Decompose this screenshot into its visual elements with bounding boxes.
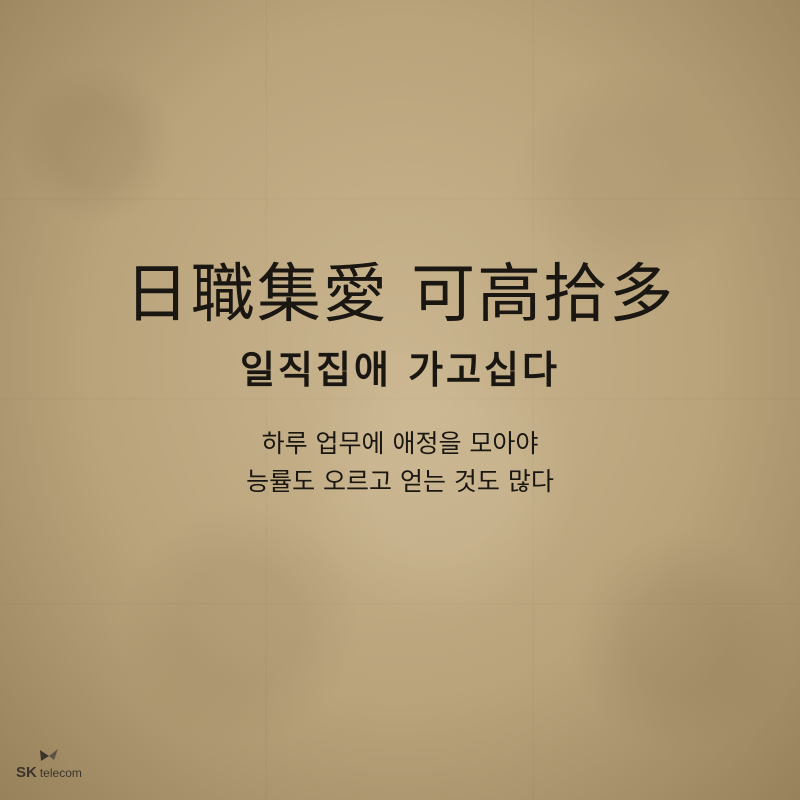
- subtitle-line-1: 하루 업무에 애정을 모아야: [261, 429, 539, 458]
- subtitle: 하루 업무에 애정을 모아야 능률도 오르고 얻는 것도 많다: [0, 425, 800, 501]
- korean-title: 일직집애 가고십다: [240, 347, 560, 392]
- logo-suffix: telecom: [39, 766, 82, 780]
- hanja-title: 日職集愛 可高拾多: [124, 258, 676, 332]
- subtitle-line-2: 능률도 오르고 얻는 것도 많다: [246, 467, 554, 496]
- logo-brand: SK: [16, 764, 37, 781]
- butterfly-logo-icon: [40, 749, 58, 761]
- logo-wordmark: SK telecom: [16, 764, 82, 782]
- sk-telecom-logo: SK telecom: [16, 748, 116, 784]
- main-text-block: 日職集愛 可高拾多 일직집애 가고십다 하루 업무에 애정을 모아야 능률도 오…: [0, 255, 800, 501]
